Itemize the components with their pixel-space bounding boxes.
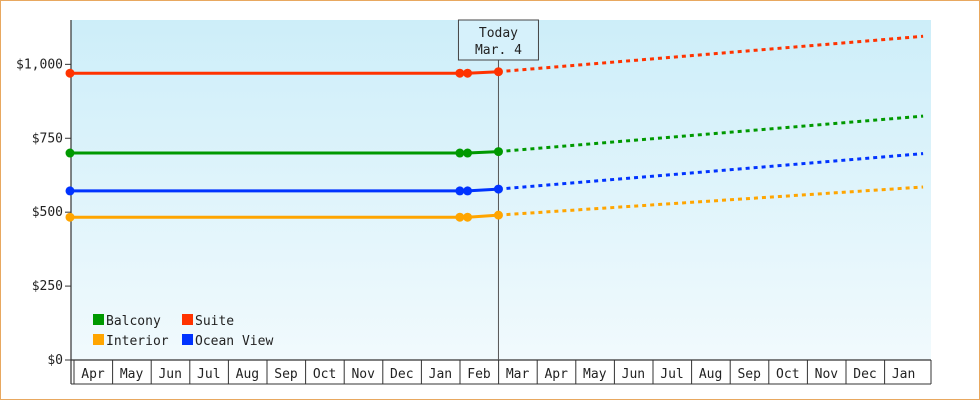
today-label-box	[457, 19, 539, 61]
data-point-ocean-view	[65, 186, 75, 196]
series-line-balcony	[70, 150, 499, 155]
data-point-suite	[493, 67, 503, 77]
y-tick-label: $500	[32, 205, 63, 220]
today-label-line1: Today	[479, 26, 518, 41]
data-point-balcony	[65, 148, 75, 158]
x-tick-label: Jun	[622, 367, 645, 382]
series-forecast-suite	[498, 34, 924, 74]
x-tick-label: Nov	[351, 367, 375, 382]
x-tick-label: Apr	[81, 367, 105, 382]
today-label-line2: Mar. 4	[475, 43, 522, 58]
series-forecast-interior	[498, 185, 924, 217]
data-point-interior	[455, 212, 465, 222]
series-layer	[65, 34, 924, 222]
series-forecast-ocean-view	[498, 152, 924, 191]
x-tick-label: Jan	[429, 367, 452, 382]
y-tick-label: $1,000	[16, 57, 63, 72]
legend-swatch-ocean-view	[182, 334, 193, 345]
data-point-suite	[65, 68, 75, 78]
y-tick-label: $0	[47, 353, 63, 368]
today-marker: Today Mar. 4	[457, 19, 539, 360]
legend-label-suite: Suite	[195, 314, 234, 329]
x-tick-label: Jul	[197, 367, 220, 382]
x-tick-label: Sep	[274, 367, 298, 382]
x-tick-label: Oct	[313, 367, 336, 382]
data-point-balcony	[455, 148, 465, 158]
x-tick-label: Aug	[236, 367, 259, 382]
x-tick-label: May	[583, 367, 607, 382]
legend-label-interior: Interior	[106, 334, 169, 349]
y-tick-label: $250	[32, 279, 63, 294]
x-tick-label: Aug	[699, 367, 722, 382]
x-tick-label: Apr	[544, 367, 568, 382]
x-tick-label: Feb	[467, 367, 491, 382]
data-point-ocean-view	[493, 184, 503, 194]
data-point-balcony	[463, 148, 473, 158]
x-tick-label: Jan	[892, 367, 915, 382]
data-point-ocean-view	[455, 186, 465, 196]
x-tick-label: Dec	[390, 367, 413, 382]
data-point-suite	[463, 68, 473, 78]
data-point-interior	[493, 210, 503, 220]
x-tick-label: Mar	[506, 367, 530, 382]
x-tick-label: Oct	[776, 367, 799, 382]
x-tick-label: May	[120, 367, 144, 382]
x-tick-label: Nov	[815, 367, 839, 382]
y-axis: $0 $250 $500 $750 $1,000	[16, 20, 72, 384]
legend-swatch-suite	[182, 314, 193, 325]
legend-label-balcony: Balcony	[106, 314, 161, 329]
data-point-interior	[463, 212, 473, 222]
y-tick-label: $750	[32, 131, 63, 146]
legend-swatch-interior	[93, 334, 104, 345]
legend-swatch-balcony	[93, 314, 104, 325]
x-tick-label: Jun	[158, 367, 181, 382]
data-point-interior	[65, 212, 75, 222]
data-point-suite	[455, 68, 465, 78]
x-tick-label: Jul	[660, 367, 683, 382]
data-point-balcony	[493, 147, 503, 157]
data-point-ocean-view	[463, 186, 473, 196]
legend-label-ocean-view: Ocean View	[195, 334, 273, 349]
x-axis: Apr May Jun Jul Aug Sep Oct Nov Dec Jan Feb Mar Apr M…	[71, 359, 932, 385]
x-tick-label: Sep	[737, 367, 761, 382]
x-tick-label: Dec	[853, 367, 876, 382]
legend: Balcony Suite Interior Ocean View	[93, 314, 273, 349]
series-line-suite	[70, 70, 499, 75]
series-forecast-balcony	[498, 114, 924, 154]
